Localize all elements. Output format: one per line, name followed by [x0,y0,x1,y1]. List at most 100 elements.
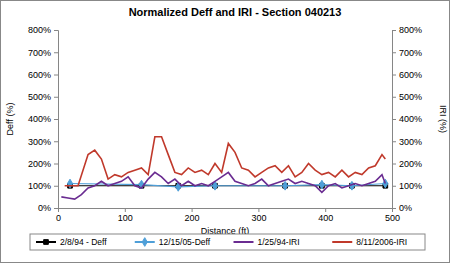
legend: 2/8/94 - Deff 12/15/05-Deff 1/25/94-IRI 8/1… [30,234,425,250]
legend-item: 8/11/2006-IRI [332,237,407,247]
y2-axis-tick-mark [392,75,396,76]
y-axis-tick-label: 700% [28,48,51,58]
x-axis-tick: 500 [385,208,400,223]
y-axis-tick: 0% [38,203,58,213]
y-axis-tick-label: 0% [38,203,51,213]
legend-item: 12/15/05-Deff [135,237,211,247]
legend-box [30,234,425,250]
y2-axis: 0% 100% 200% 300% 400% 500% 600% 700% 800% [392,25,422,213]
y2-axis-tick-mark [392,30,396,31]
legend-label: 12/15/05-Deff [159,237,211,247]
legend-swatch [332,241,352,243]
y2-axis-tick-mark [392,164,396,165]
y2-axis-tick: 700% [392,48,422,58]
y-axis-title: Deff (%) [5,103,15,136]
y2-axis-tick-mark [392,52,396,53]
y-axis-tick-label: 800% [28,25,51,35]
y2-axis-tick-label: 700% [399,48,422,58]
y-axis-tick-label: 100% [28,181,51,191]
y2-axis-line [393,31,397,209]
y2-axis-tick-label: 100% [399,181,422,191]
y2-axis-tick-label: 500% [399,92,422,102]
x-axis-tick: 300 [251,208,266,223]
y2-axis-tick: 400% [392,114,422,124]
y-axis-tick-mark [54,208,58,209]
y2-axis-tick-mark [392,208,396,209]
y-axis-line [54,31,59,209]
x-axis-tick: 400 [318,208,333,223]
y2-axis-tick: 800% [392,25,422,35]
legend-label: 8/11/2006-IRI [356,237,407,247]
series-marker [283,181,288,190]
y-axis-tick: 500% [28,92,58,102]
y-axis-tick-mark [54,164,58,165]
y-axis-tick-mark [54,52,58,53]
y-axis-tick-label: 200% [28,159,51,169]
y-axis-tick-mark [54,186,58,187]
legend-label: 1/25/94-IRI [258,237,300,247]
y2-axis-tick-label: 300% [399,137,422,147]
y2-axis-tick: 500% [392,92,422,102]
x-axis-tick: 100 [118,208,133,223]
x-axis-tick-label: 0 [56,213,61,223]
x-axis-tick-mark [325,208,326,212]
chart-background [1,1,450,263]
y-axis-tick-mark [54,97,58,98]
x-axis-tick-label: 100 [118,213,133,223]
x-axis-tick-label: 300 [251,213,266,223]
chart-container: Normalized Deff and IRI - Section 040213… [0,0,450,263]
y-axis-tick-mark [54,119,58,120]
x-axis-tick-label: 400 [318,213,333,223]
y-axis-tick-label: 400% [28,114,51,124]
y-axis-tick-mark [54,30,58,31]
y2-axis-tick: 600% [392,70,422,80]
y-axis-tick: 700% [28,48,58,58]
x-axis-tick-label: 500 [385,213,400,223]
y2-axis-tick-label: 0% [399,203,412,213]
y2-axis-tick: 0% [392,203,412,213]
series-marker [68,179,73,188]
y-axis-tick: 600% [28,70,58,80]
y-axis-tick-mark [54,141,58,142]
y-axis-tick: 100% [28,181,58,191]
y2-axis-tick-mark [392,119,396,120]
legend-swatch [234,241,254,243]
y-axis-tick-mark [54,75,58,76]
y2-axis-tick-label: 600% [399,70,422,80]
y-axis-tick: 200% [28,159,58,169]
legend-marker [142,238,147,247]
legend-label: 2/8/94 - Deff [60,237,107,247]
x-axis-tick-label: 200 [185,213,200,223]
y-axis-tick-label: 500% [28,92,51,102]
x-axis: 0 100 200 300 400 500 [56,208,400,223]
y2-axis-tick-label: 400% [399,114,422,124]
y2-axis-tick-mark [392,141,396,142]
y-axis-tick: 400% [28,114,58,124]
x-axis-tick-mark [125,208,126,212]
chart: Normalized Deff and IRI - Section 040213… [0,0,450,263]
series-line [65,137,386,186]
y2-axis-tick: 100% [392,181,422,191]
x-axis-tick: 200 [185,208,200,223]
y2-axis-tick-mark [392,186,396,187]
y-axis: 0% 100% 200% 300% 400% 500% 600% 700% 800% [28,25,59,213]
y-axis-tick-label: 300% [28,137,51,147]
y2-axis-tick-label: 800% [399,25,422,35]
y-axis-tick: 800% [28,25,58,35]
plot-area [61,137,388,199]
x-axis-line [59,209,393,213]
x-axis-tick-mark [258,208,259,212]
y-axis-tick: 300% [28,137,58,147]
legend-marker [44,240,49,245]
y2-axis-title: IRI (%) [438,105,448,133]
legend-item: 1/25/94-IRI [234,237,300,247]
y2-axis-tick: 300% [392,137,422,147]
chart-title: Normalized Deff and IRI - Section 040213 [129,6,342,18]
y2-axis-tick: 200% [392,159,422,169]
y-axis-tick-label: 600% [28,70,51,80]
legend-item: 2/8/94 - Deff [36,237,107,247]
y2-axis-tick-label: 200% [399,159,422,169]
series-marker [319,180,324,189]
x-axis-tick-mark [192,208,193,212]
y2-axis-tick-mark [392,97,396,98]
